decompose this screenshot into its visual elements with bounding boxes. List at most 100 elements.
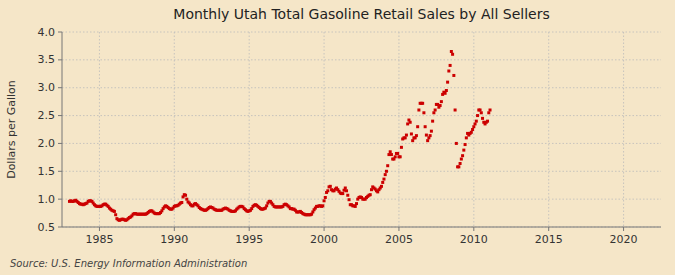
tick-label-x: 2010 bbox=[460, 233, 488, 246]
point bbox=[386, 164, 389, 167]
point bbox=[440, 100, 443, 103]
tick-label-x: 2020 bbox=[610, 233, 638, 246]
tick-x bbox=[398, 227, 399, 231]
y-axis-line bbox=[62, 32, 63, 227]
tick-y bbox=[58, 115, 62, 116]
tick-label-x: 1995 bbox=[235, 233, 263, 246]
tick-y bbox=[58, 143, 62, 144]
point bbox=[474, 122, 477, 125]
grid-line-x bbox=[398, 32, 399, 227]
point bbox=[416, 125, 419, 128]
grid-line-y bbox=[62, 143, 661, 144]
tick-x bbox=[324, 227, 325, 231]
title: Monthly Utah Total Gasoline Retail Sales… bbox=[173, 6, 549, 22]
point bbox=[410, 132, 413, 135]
source-note: Source: U.S. Energy Information Administ… bbox=[10, 258, 247, 269]
point bbox=[409, 121, 412, 124]
grid-line-y bbox=[62, 87, 661, 88]
point bbox=[390, 153, 393, 156]
point bbox=[324, 196, 327, 199]
point bbox=[385, 170, 388, 173]
point bbox=[369, 193, 372, 196]
point bbox=[451, 53, 454, 56]
points bbox=[68, 50, 492, 222]
point bbox=[329, 185, 332, 188]
point bbox=[455, 142, 458, 145]
point bbox=[399, 155, 402, 158]
point bbox=[481, 117, 484, 120]
point bbox=[426, 139, 429, 142]
tick-label-y: 2.5 bbox=[38, 109, 56, 122]
point bbox=[321, 204, 324, 207]
point bbox=[380, 185, 383, 188]
point bbox=[417, 109, 420, 112]
tick-y bbox=[58, 227, 62, 228]
tick-x bbox=[174, 227, 175, 231]
point bbox=[446, 81, 449, 84]
tick-label-x: 2005 bbox=[385, 233, 413, 246]
grid-line-y bbox=[62, 115, 661, 116]
tick-label-y: 1.0 bbox=[38, 193, 56, 206]
point bbox=[405, 134, 408, 137]
tick-label-y: 0.5 bbox=[38, 221, 56, 234]
point bbox=[345, 189, 348, 192]
point bbox=[389, 150, 392, 153]
point bbox=[430, 130, 433, 133]
tick-label-y: 3.5 bbox=[38, 53, 56, 66]
point bbox=[185, 198, 188, 201]
tick-y bbox=[58, 87, 62, 88]
y-axis-label: Dollars per Gallon bbox=[5, 80, 18, 179]
tick-y bbox=[58, 32, 62, 33]
grid-line-x bbox=[623, 32, 624, 227]
point bbox=[465, 136, 468, 139]
point bbox=[425, 134, 428, 137]
tick-label-y: 1.5 bbox=[38, 165, 56, 178]
point bbox=[415, 134, 418, 137]
grid-line-x bbox=[174, 32, 175, 227]
tick-label-y: 2.0 bbox=[38, 137, 56, 150]
tick-x bbox=[548, 227, 549, 231]
point bbox=[424, 125, 427, 128]
point bbox=[404, 136, 407, 139]
point bbox=[411, 139, 414, 142]
grid-line-x bbox=[548, 32, 549, 227]
point bbox=[323, 199, 326, 202]
point bbox=[396, 152, 399, 155]
tick-x bbox=[473, 227, 474, 231]
axes: 0.51.01.52.02.53.03.54.01985199019952000… bbox=[38, 26, 662, 247]
point bbox=[489, 109, 492, 112]
grid-line-y bbox=[62, 32, 661, 33]
point bbox=[346, 194, 349, 197]
point bbox=[486, 120, 489, 123]
point bbox=[431, 120, 434, 123]
tick-x bbox=[99, 227, 100, 231]
tick-label-y: 3.0 bbox=[38, 81, 56, 94]
point bbox=[444, 92, 447, 95]
point bbox=[355, 202, 358, 205]
point bbox=[470, 131, 473, 134]
tick-label-y: 4.0 bbox=[38, 26, 56, 39]
point bbox=[461, 154, 464, 157]
tick-label-x: 1990 bbox=[160, 233, 188, 246]
grid-line-y bbox=[62, 171, 661, 172]
point bbox=[354, 205, 357, 208]
point bbox=[114, 213, 117, 216]
grid-line-y bbox=[62, 199, 661, 200]
point bbox=[421, 102, 424, 105]
point bbox=[344, 187, 347, 190]
point bbox=[460, 158, 463, 161]
tick-label-x: 1985 bbox=[85, 233, 113, 246]
tick-y bbox=[58, 59, 62, 60]
point bbox=[184, 194, 187, 197]
x-axis-line bbox=[62, 227, 661, 228]
point bbox=[450, 50, 453, 53]
tick-label-x: 2015 bbox=[535, 233, 563, 246]
point bbox=[382, 178, 385, 181]
point bbox=[422, 111, 425, 114]
tick-x bbox=[623, 227, 624, 231]
point bbox=[479, 109, 482, 112]
point bbox=[400, 146, 403, 149]
point bbox=[265, 204, 268, 207]
point bbox=[464, 143, 467, 146]
point bbox=[429, 134, 432, 137]
